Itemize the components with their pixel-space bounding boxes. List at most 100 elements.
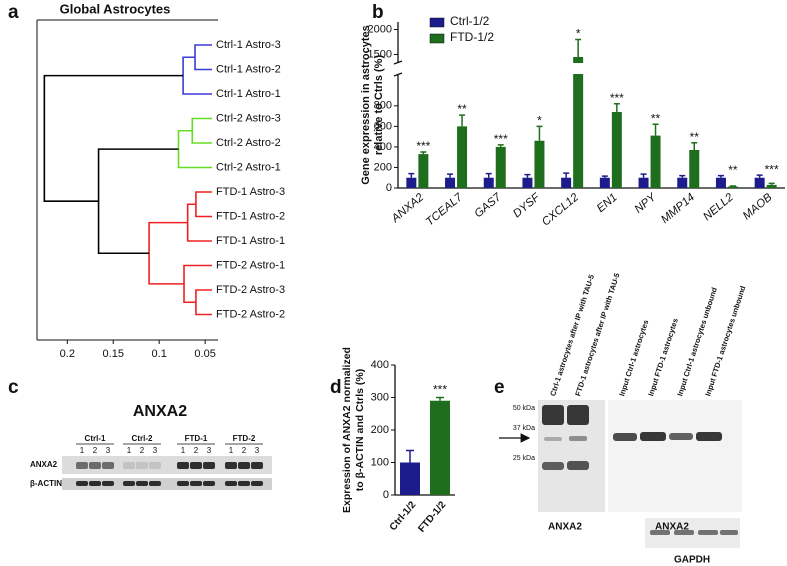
blot-band (123, 462, 135, 469)
axis-break (392, 63, 785, 74)
leaf-label: FTD-2 Astro-2 (216, 308, 285, 320)
leaf-label: Ctrl-2 Astro-2 (216, 137, 281, 149)
bar (534, 140, 545, 188)
x-tick-label: 0.15 (103, 348, 124, 360)
bar (406, 177, 417, 188)
error-bar (420, 151, 427, 155)
panel-letter: e (494, 377, 505, 398)
blot-band (190, 462, 202, 469)
error-bar (524, 173, 531, 178)
dendrogram-link (183, 264, 212, 304)
lane-label: 1 (80, 446, 85, 455)
dendrogram-title: Global Astrocytes (60, 1, 171, 16)
blot-bands (542, 405, 738, 535)
lane-label: 3 (207, 446, 212, 455)
lane-label: Input Ctrl-1 astrocytes (617, 319, 650, 397)
blot-band (225, 481, 237, 486)
error-bar (497, 144, 504, 147)
legend-swatch (429, 17, 445, 28)
error-bar (408, 172, 415, 178)
dendrogram-link (97, 148, 179, 255)
x-tick-label: NPY (633, 191, 660, 216)
bar (522, 177, 533, 188)
error-bar (691, 142, 698, 150)
lane-label: 2 (194, 446, 199, 455)
blot-membrane (608, 400, 742, 512)
legend-label: FTD-1/2 (450, 30, 494, 44)
error-bar (640, 173, 647, 178)
legend-label: Ctrl-1/2 (450, 14, 490, 28)
blot-band (89, 462, 101, 469)
bar (561, 177, 572, 188)
error-bar (768, 182, 775, 185)
marker-label: 25 kDa (513, 455, 535, 462)
axis-break-mark (393, 60, 403, 65)
leaf-label: Ctrl-2 Astro-1 (216, 161, 281, 173)
dendrogram-link (182, 56, 212, 95)
dendrogram-link (186, 203, 212, 242)
legend-swatch (429, 33, 445, 44)
x-tick-label: MAOB (741, 191, 775, 222)
y-tick-label: 0 (386, 182, 392, 194)
bar (715, 177, 726, 188)
row-label: β-ACTIN (30, 479, 62, 488)
lane-label: 3 (153, 446, 158, 455)
x-tick-label: GAS7 (472, 191, 504, 220)
blot-membrane (62, 456, 272, 474)
leaf-label: Ctrl-1 Astro-3 (216, 39, 281, 51)
y-tick-label: 800 (374, 100, 392, 112)
x-tick-label: NELL2 (701, 191, 736, 223)
bar (430, 400, 450, 495)
bar (599, 177, 610, 188)
significance: *** (494, 132, 508, 146)
dendrogram-link (191, 117, 212, 144)
x-tick-label: CXCL12 (540, 191, 581, 229)
x-tick-label: Ctrl-1/2 (388, 499, 419, 533)
x-tick-label: FTD-1/2 (416, 499, 448, 534)
leaf-label: Ctrl-2 Astro-3 (216, 112, 281, 124)
leaf-label: Ctrl-1 Astro-1 (216, 88, 281, 100)
y-tick-label: 300 (371, 391, 389, 403)
bar (689, 149, 700, 188)
blot-band (238, 481, 250, 486)
panel-letter: c (8, 377, 19, 398)
y-tick-label: 200 (374, 161, 392, 173)
blot-band (136, 481, 148, 486)
y-axis-label: relative to Ctrls (%) (373, 55, 385, 156)
group-label: FTD-2 (233, 434, 256, 443)
bar (677, 177, 688, 188)
x-tick-label: EN1 (595, 191, 620, 215)
error-bar (729, 185, 736, 187)
error-bar (652, 123, 659, 136)
blot-caption: ANXA2 (655, 522, 689, 533)
error-bar (756, 174, 763, 178)
blot-title: ANXA2 (133, 403, 187, 420)
row-label: ANXA2 (30, 460, 58, 469)
lane-label: 1 (127, 446, 132, 455)
group-label: FTD-1 (185, 434, 208, 443)
y-tick-label: 600 (374, 120, 392, 132)
leaf-label: FTD-1 Astro-2 (216, 210, 285, 222)
x-tick-label: 0.2 (60, 348, 75, 360)
bar (766, 184, 777, 188)
lane-label: Ctrl-1 astrocytes after IP with TAU-5 (548, 273, 596, 397)
leaf-label: FTD-1 Astro-1 (216, 235, 285, 247)
lane-label: Input FTD-1 astrocytes (646, 317, 680, 397)
leaf-label: FTD-1 Astro-3 (216, 186, 285, 198)
marker-label: 50 kDa (513, 405, 535, 412)
bar (754, 177, 765, 188)
blot-band (76, 462, 88, 469)
error-bar (717, 174, 724, 178)
x-tick-label: TCEAL7 (424, 191, 465, 229)
x-tick-label: 0.1 (152, 348, 167, 360)
bar (638, 177, 649, 188)
dendrogram-link (148, 221, 188, 285)
bar (418, 154, 429, 188)
blot-band (123, 481, 135, 486)
y-axis-label: Gene expression in astrocytes (360, 25, 372, 185)
lane-label: 2 (93, 446, 98, 455)
blot-band (251, 462, 263, 469)
blot-band (190, 481, 202, 486)
blot-caption: GAPDH (674, 555, 710, 566)
blot-band (102, 462, 114, 469)
